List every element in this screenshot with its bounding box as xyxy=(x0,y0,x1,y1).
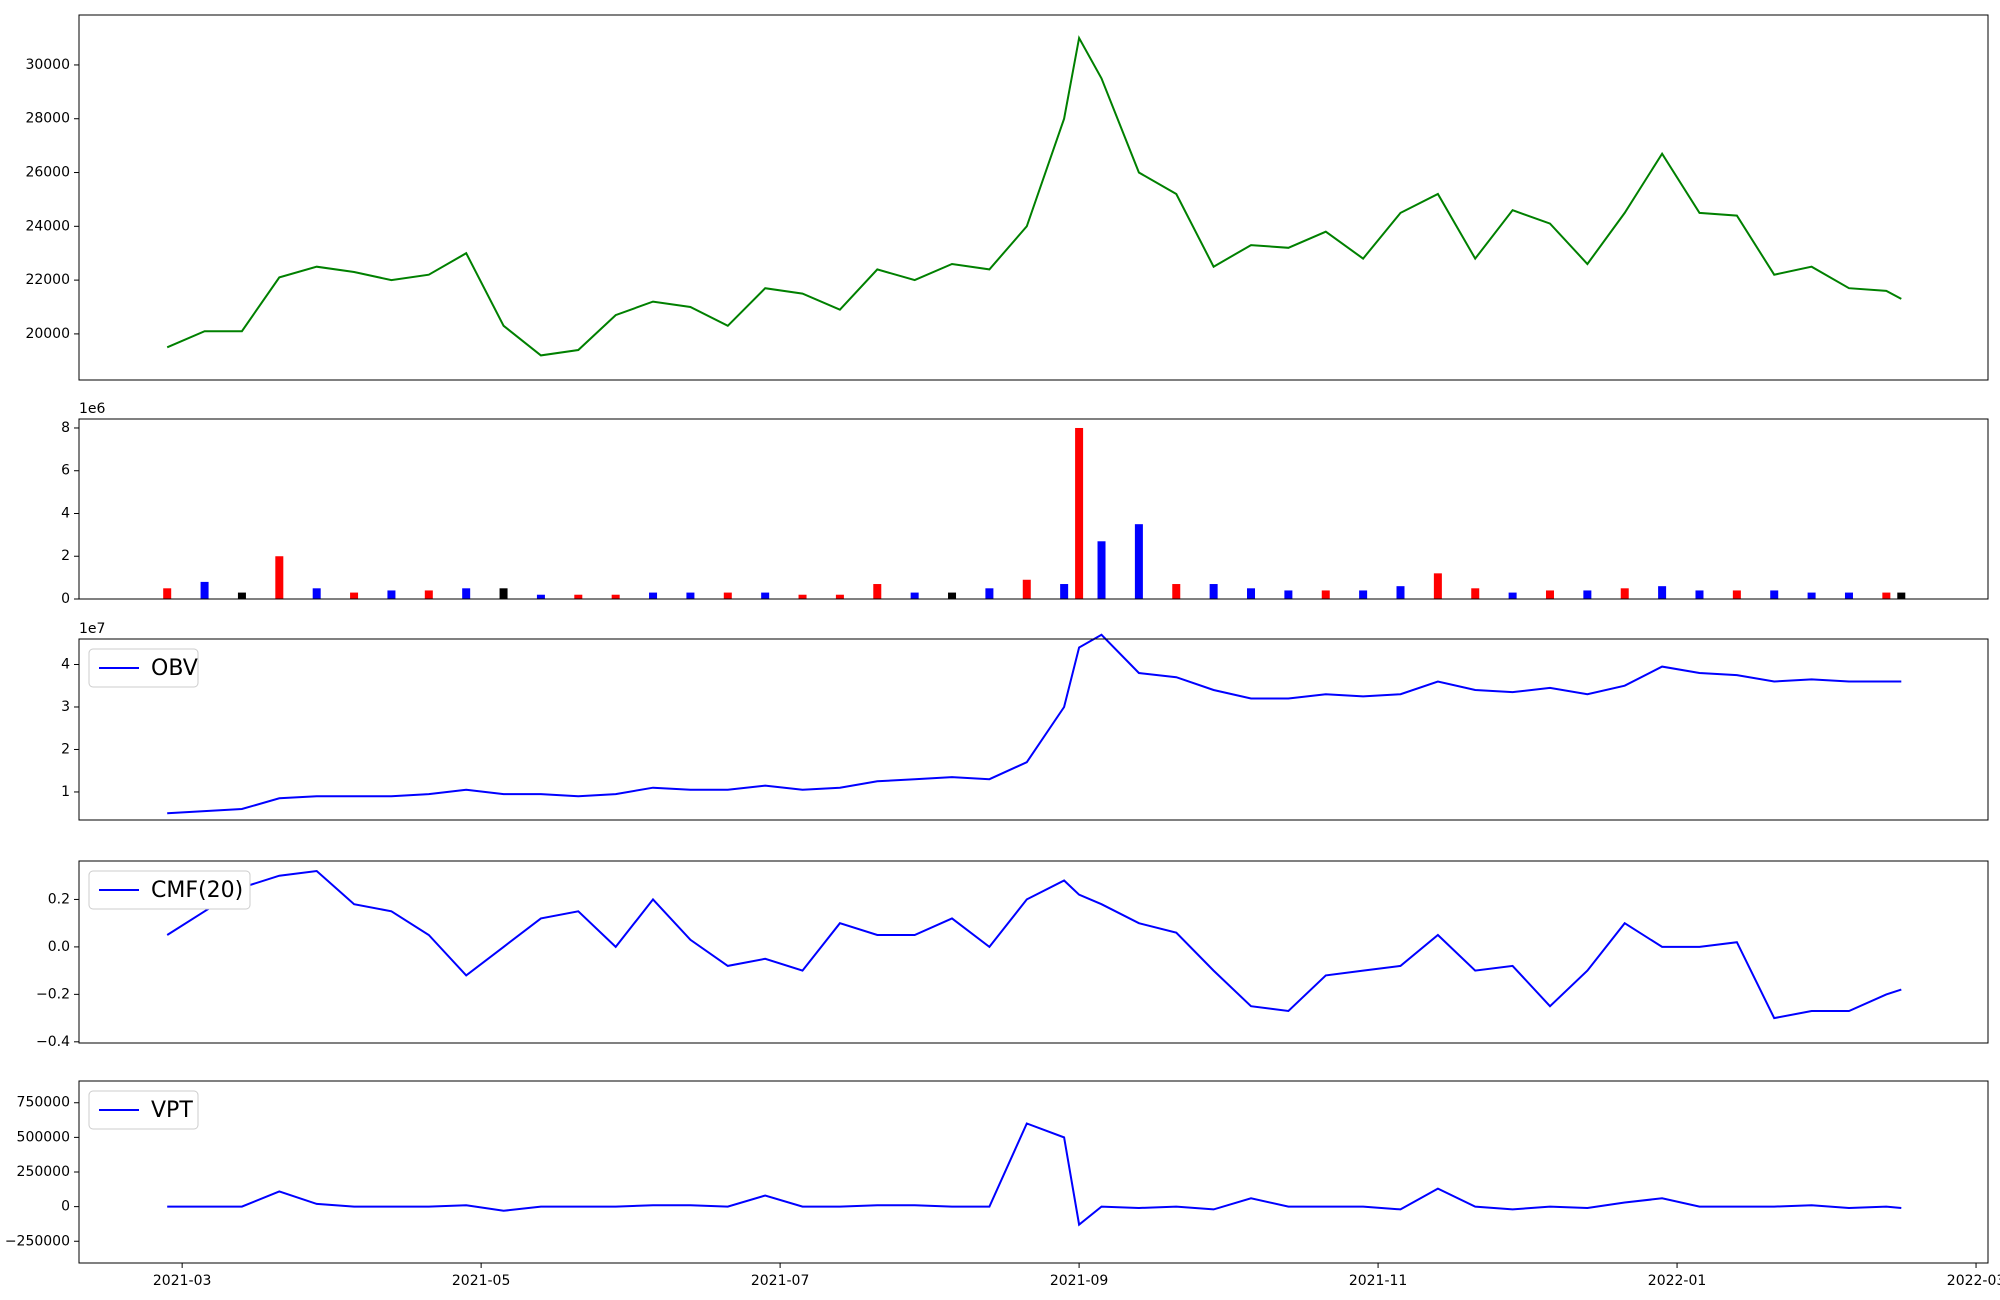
y-tick-label: 0.2 xyxy=(48,891,70,907)
volume-bar xyxy=(761,592,770,599)
axes-frame xyxy=(78,638,1989,821)
volume-bar xyxy=(611,594,620,599)
volume-bar xyxy=(1284,590,1293,599)
volume-bar xyxy=(1897,592,1906,599)
axes-frame xyxy=(78,860,1989,1044)
y-tick-label: 22000 xyxy=(25,272,70,288)
y-tick-label: 750000 xyxy=(17,1095,70,1111)
y-tick-label: 250000 xyxy=(17,1164,70,1180)
volume-bar xyxy=(1545,590,1554,599)
volume-bar xyxy=(200,581,209,599)
volume-bar xyxy=(1022,579,1031,599)
y-tick-label: 26000 xyxy=(25,165,70,181)
x-tick-label: 2021-09 xyxy=(1050,1273,1109,1289)
volume-bar xyxy=(649,592,658,599)
axis-offset: 1e6 xyxy=(79,401,106,417)
legend-label: VPT xyxy=(151,1098,193,1123)
volume-bar xyxy=(1620,588,1629,599)
volume-bar xyxy=(985,588,994,599)
volume-bar xyxy=(873,584,882,599)
volume-bar xyxy=(1807,592,1816,599)
x-tick-label: 2022-01 xyxy=(1648,1273,1707,1289)
x-tick-label: 2021-07 xyxy=(751,1273,810,1289)
y-tick-label: 28000 xyxy=(25,111,70,127)
volume-bar xyxy=(536,594,545,599)
volume-bar xyxy=(1209,584,1218,599)
volume-bar xyxy=(798,594,807,599)
volume-bar xyxy=(1060,584,1069,599)
volume-bar xyxy=(1075,427,1084,599)
y-tick-label: 24000 xyxy=(25,218,70,234)
volume-bar xyxy=(1882,592,1891,599)
line xyxy=(167,1122,1902,1227)
legend-box xyxy=(88,870,251,910)
y-tick-label: 30000 xyxy=(25,57,70,73)
volume-bar xyxy=(387,590,396,599)
volume-bar xyxy=(499,588,508,599)
volume-bar xyxy=(1844,592,1853,599)
volume-bar xyxy=(1321,590,1330,599)
volume-bar xyxy=(1695,590,1704,599)
y-tick-label: −0.2 xyxy=(36,986,70,1002)
y-tick-label: 20000 xyxy=(25,326,70,342)
y-tick-label: −0.4 xyxy=(36,1034,70,1050)
y-tick-label: 8 xyxy=(61,420,70,436)
y-tick-label: 2 xyxy=(61,741,70,757)
volume-bar xyxy=(1097,541,1106,599)
volume-bar xyxy=(1508,592,1517,599)
x-tick-label: 2021-11 xyxy=(1349,1273,1408,1289)
volume-bar xyxy=(1134,524,1143,599)
volume-bar xyxy=(948,592,957,599)
volume-bar xyxy=(424,590,433,599)
y-tick-label: −250000 xyxy=(5,1233,70,1249)
volume-bar xyxy=(1732,590,1741,599)
y-tick-label: 4 xyxy=(61,505,70,521)
volume-bar xyxy=(1433,573,1442,599)
volume-bar xyxy=(462,588,471,599)
volume-bar xyxy=(835,594,844,599)
volume-bar xyxy=(1583,590,1592,599)
volume-bar xyxy=(1172,584,1181,599)
line xyxy=(166,869,1902,1020)
axes-frame xyxy=(78,1080,1989,1264)
y-tick-label: 0.0 xyxy=(48,939,70,955)
y-tick-label: 0 xyxy=(61,1199,70,1215)
volume-bar xyxy=(910,592,919,599)
legend-label: OBV xyxy=(151,656,198,681)
y-tick-label: 500000 xyxy=(17,1129,70,1145)
volume-bar xyxy=(1658,586,1667,599)
volume-bar xyxy=(686,592,695,599)
volume-bar xyxy=(312,588,321,599)
y-tick-label: 3 xyxy=(61,699,70,715)
y-tick-label: 0 xyxy=(61,591,70,607)
y-tick-label: 2 xyxy=(61,548,70,564)
volume-bar xyxy=(275,556,284,599)
y-tick-label: 4 xyxy=(61,656,70,672)
axis-offset: 1e7 xyxy=(79,621,105,637)
x-tick-label: 2021-05 xyxy=(452,1273,511,1289)
volume-bar xyxy=(350,592,359,599)
volume-bar xyxy=(237,592,246,599)
axes-frame xyxy=(78,14,1989,381)
volume-bar xyxy=(1471,588,1480,599)
volume-bar xyxy=(1770,590,1779,599)
axes-frame xyxy=(78,418,1989,600)
legend-label: CMF(20) xyxy=(151,878,243,903)
line xyxy=(166,35,1902,357)
legend-box xyxy=(88,1090,199,1130)
x-tick-label: 2021-03 xyxy=(153,1273,212,1289)
volume-bar xyxy=(723,592,732,599)
y-tick-label: 1 xyxy=(61,784,70,800)
volume-bar xyxy=(1247,588,1256,599)
volume-bar xyxy=(1359,590,1368,599)
y-tick-label: 6 xyxy=(61,463,70,479)
line xyxy=(167,633,1902,815)
x-tick-label: 2022-03 xyxy=(1947,1273,2000,1289)
volume-bar xyxy=(574,594,583,599)
volume-bar xyxy=(1396,586,1405,599)
volume-bar xyxy=(163,588,172,599)
legend-box xyxy=(88,648,199,688)
